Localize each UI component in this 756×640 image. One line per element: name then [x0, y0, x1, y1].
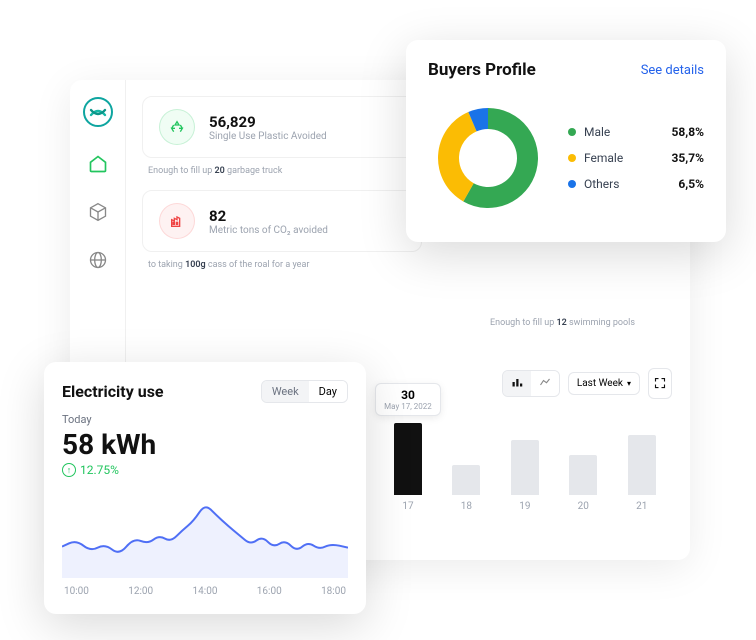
tooltip-date: May 17, 2022: [384, 402, 432, 411]
bar: [511, 440, 539, 495]
bar: [394, 423, 422, 495]
x-tick: 10:00: [64, 586, 89, 597]
electricity-range-toggle: WeekDay: [261, 380, 348, 403]
bar-col[interactable]: 20: [569, 455, 597, 512]
legend-value: 6,5%: [678, 177, 704, 191]
bar: [569, 455, 597, 495]
fullscreen-button[interactable]: [648, 368, 672, 399]
legend-dot: [568, 180, 576, 188]
bar-label: 17: [402, 501, 413, 512]
buyers-profile-card: Buyers Profile See details Male58,8%Fema…: [406, 40, 726, 242]
chevron-down-icon: ▾: [627, 379, 631, 388]
bar-col[interactable]: 1730May 17, 2022: [394, 423, 422, 512]
bar-label: 19: [519, 501, 530, 512]
metric-card-plastic: 56,829 Single Use Plastic Avoided →: [142, 96, 422, 158]
elec-toggle-day[interactable]: Day: [309, 381, 347, 402]
nav-box-icon[interactable]: [86, 200, 110, 224]
nav-home-icon[interactable]: [86, 152, 110, 176]
metric-value: 56,829: [209, 113, 327, 131]
x-tick: 14:00: [193, 586, 218, 597]
electricity-xaxis: 10:00 12:00 14:00 16:00 18:00: [62, 582, 348, 597]
bar-label: 20: [578, 501, 589, 512]
metric-value: 82: [209, 207, 328, 225]
legend-dot: [568, 154, 576, 162]
view-mode-toggle: [502, 370, 560, 397]
legend-label: Others: [584, 177, 678, 191]
bar: [628, 435, 656, 495]
legend-label: Male: [584, 125, 672, 139]
bar-view-button[interactable]: [503, 371, 531, 396]
elec-toggle-week[interactable]: Week: [262, 381, 309, 402]
see-details-link[interactable]: See details: [641, 63, 704, 78]
electricity-subtitle: Today: [62, 413, 348, 426]
bar: [452, 465, 480, 495]
legend-row: Others6,5%: [568, 177, 704, 191]
x-tick: 12:00: [128, 586, 153, 597]
electricity-change-value: 12.75%: [80, 463, 119, 477]
legend-row: Female35,7%: [568, 151, 704, 165]
metric-label: Metric tons of CO₂ avoided: [209, 225, 328, 236]
bar-label: 18: [461, 501, 472, 512]
legend-value: 58,8%: [672, 125, 704, 139]
electricity-card: Electricity use WeekDay Today 58 kWh ↑ 1…: [44, 362, 366, 614]
metric-note: to taking 100g cass of the roal for a ye…: [148, 260, 674, 270]
electricity-line-chart: [62, 483, 348, 578]
buyers-title: Buyers Profile: [428, 60, 536, 80]
line-view-button[interactable]: [531, 371, 559, 396]
bar-col[interactable]: 19: [511, 440, 539, 512]
legend-label: Female: [584, 151, 672, 165]
buyers-donut-chart: [428, 98, 548, 218]
range-select[interactable]: Last Week ▾: [568, 372, 640, 395]
logo-icon: [82, 96, 114, 128]
legend-dot: [568, 128, 576, 136]
metric-label: Single Use Plastic Avoided: [209, 131, 327, 142]
electricity-value: 58 kWh: [62, 428, 348, 461]
legend-value: 35,7%: [672, 151, 704, 165]
x-tick: 18:00: [321, 586, 346, 597]
factory-icon: [159, 203, 195, 239]
range-label: Last Week: [577, 378, 623, 389]
tooltip-value: 30: [384, 388, 432, 402]
bar-label: 21: [636, 501, 647, 512]
donut-slice: [438, 112, 477, 201]
electricity-change: ↑ 12.75%: [62, 463, 348, 477]
x-tick: 16:00: [257, 586, 282, 597]
metric-card-co2: 82 Metric tons of CO₂ avoided →: [142, 190, 422, 252]
electricity-title: Electricity use: [62, 382, 164, 401]
nav-globe-icon[interactable]: [86, 248, 110, 272]
chart-controls: Last Week ▾: [502, 368, 672, 399]
recycle-icon: [159, 109, 195, 145]
bar-col[interactable]: 18: [452, 465, 480, 512]
bar-tooltip: 30May 17, 2022: [375, 383, 441, 416]
arrow-up-icon: ↑: [62, 463, 76, 477]
area-fill: [62, 507, 348, 578]
buyers-legend: Male58,8%Female35,7%Others6,5%: [568, 125, 704, 191]
bar-col[interactable]: 21: [628, 435, 656, 512]
legend-row: Male58,8%: [568, 125, 704, 139]
pool-note: Enough to fill up 12 swimming pools: [490, 318, 635, 328]
